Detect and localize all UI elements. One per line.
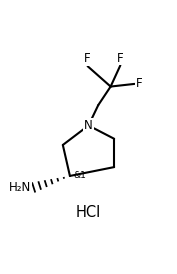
- Text: F: F: [117, 52, 124, 65]
- Text: &1: &1: [73, 170, 86, 179]
- Text: HCl: HCl: [76, 205, 101, 220]
- Text: F: F: [135, 77, 142, 90]
- Text: N: N: [84, 119, 93, 132]
- Text: H₂N: H₂N: [9, 181, 32, 194]
- Text: F: F: [84, 53, 91, 65]
